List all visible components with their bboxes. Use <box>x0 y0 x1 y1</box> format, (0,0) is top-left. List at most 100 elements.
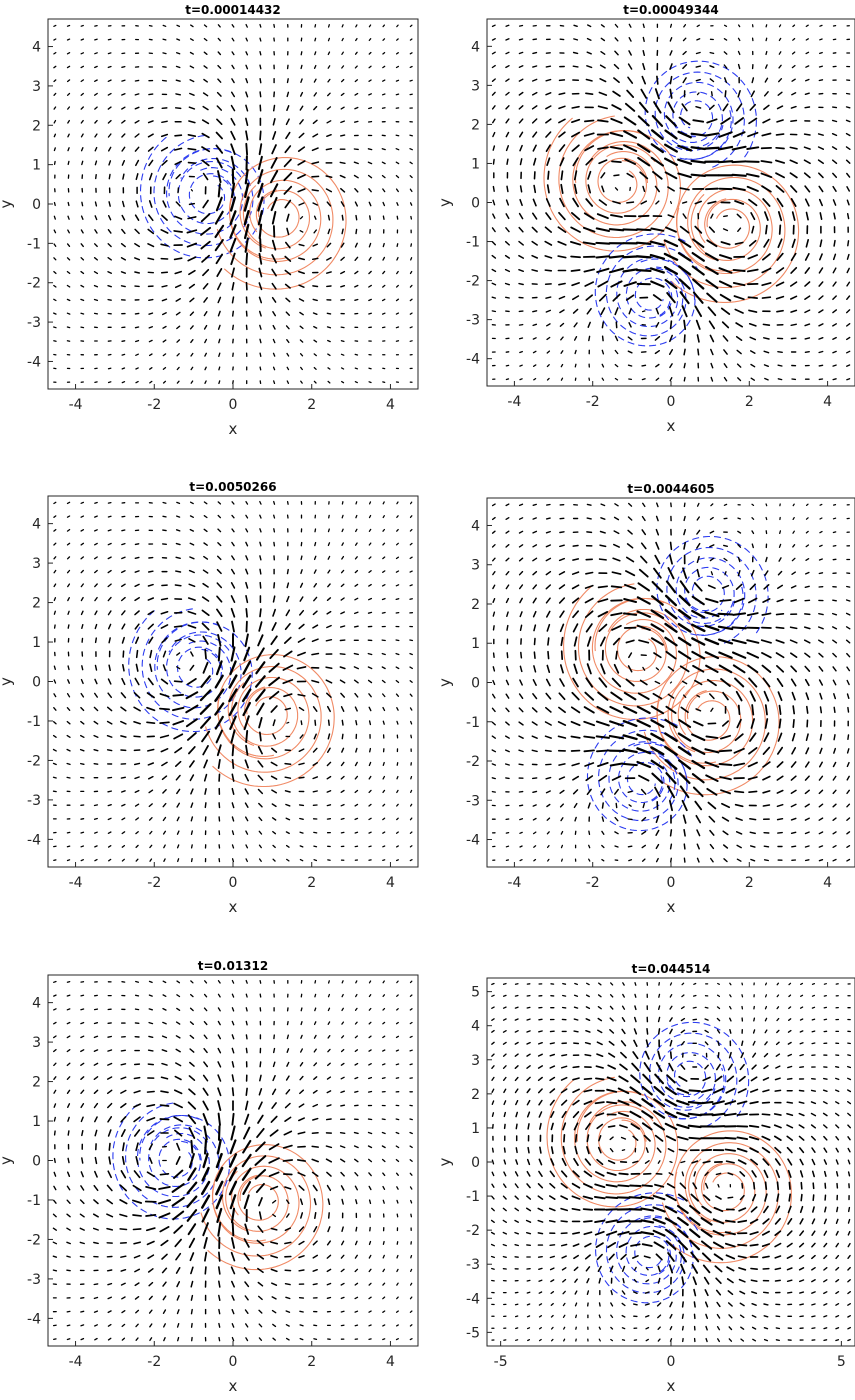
quiver-arrow <box>121 353 126 356</box>
quiver-arrow <box>329 11 330 13</box>
quiver-arrow <box>259 568 262 575</box>
quiver-arrow <box>695 105 702 109</box>
quiver-arrow <box>424 995 426 996</box>
quiver-arrow <box>53 340 57 342</box>
quiver-arrow <box>204 1138 208 1155</box>
quiver-arrow <box>726 1266 735 1272</box>
quiver-arrow <box>833 693 837 700</box>
quiver-arrow <box>160 678 169 685</box>
quiver-arrow <box>424 804 425 806</box>
quiver-arrow <box>199 703 212 715</box>
quiver-arrow <box>539 1146 542 1154</box>
quiver-arrow <box>775 133 785 136</box>
quiver-arrow <box>587 321 591 328</box>
quiver-arrow <box>526 1065 531 1069</box>
quiver-arrow <box>66 1076 71 1080</box>
quiver-arrow <box>666 292 676 304</box>
quiver-arrow <box>776 746 784 755</box>
quiver-arrow <box>300 78 303 83</box>
quiver-arrow <box>704 748 720 754</box>
quiver-arrow <box>325 679 333 684</box>
quiver-arrow <box>491 1053 495 1057</box>
quiver-arrow <box>257 1267 264 1274</box>
quiver-arrow <box>162 380 167 384</box>
quiver-arrow <box>273 23 276 28</box>
quiver-arrow <box>66 776 71 779</box>
quiver-arrow <box>94 529 98 532</box>
quiver-arrow <box>538 1030 543 1033</box>
quiver-arrow <box>94 501 98 504</box>
quiver-arrow <box>696 568 700 578</box>
quiver-arrow <box>354 583 359 587</box>
quiver-arrow <box>653 567 662 579</box>
quiver-arrow <box>327 37 331 42</box>
quiver-arrow <box>187 1223 197 1236</box>
quiver-arrow <box>299 105 304 111</box>
quiver-arrow <box>424 1009 426 1010</box>
quiver-arrow <box>159 1118 170 1121</box>
quiver-arrow <box>174 134 183 137</box>
quiver-arrow <box>327 51 331 56</box>
quiver-arrow <box>80 1310 85 1313</box>
quiver-arrow <box>514 1053 519 1057</box>
quiver-arrow <box>425 258 426 260</box>
quiver-arrow <box>601 802 604 809</box>
quiver-arrow <box>752 1040 756 1046</box>
quiver-arrow <box>737 1255 747 1259</box>
quiver-arrow <box>241 688 252 703</box>
quiver-arrow <box>653 1085 665 1096</box>
quiver-arrow <box>231 1222 235 1237</box>
quiver-arrow <box>704 761 720 768</box>
quiver-arrow <box>764 982 768 986</box>
quiver-arrow <box>298 776 305 779</box>
quiver-arrow <box>190 830 193 835</box>
quiver-arrow <box>327 583 331 588</box>
quiver-arrow <box>80 1049 85 1053</box>
quiver-arrow <box>326 256 332 261</box>
quiver-arrow <box>367 174 373 179</box>
quiver-arrow <box>368 1021 372 1025</box>
quiver-arrow <box>382 1240 385 1245</box>
quiver-arrow <box>558 211 566 221</box>
quiver-arrow <box>270 775 278 780</box>
quiver-arrow <box>80 1008 85 1011</box>
quiver-arrow <box>573 1018 579 1021</box>
quiver-arrow <box>560 1195 569 1200</box>
quiver-arrow <box>705 1337 708 1343</box>
quiver-arrow <box>505 777 510 780</box>
quiver-arrow <box>560 1220 568 1223</box>
quiver-arrow <box>368 188 372 193</box>
quiver-arrow <box>231 78 235 84</box>
quiver-arrow <box>588 335 591 342</box>
quiver-arrow <box>531 118 538 124</box>
quiver-arrow <box>313 1076 318 1080</box>
quiver-arrow <box>583 132 595 137</box>
quiver-arrow <box>147 1268 154 1273</box>
quiver-arrow <box>314 980 317 984</box>
quiver-arrow <box>217 980 221 984</box>
quiver-arrow <box>697 348 700 356</box>
quiver-arrow <box>805 24 809 28</box>
quiver-arrow <box>409 693 413 697</box>
quiver-arrow <box>573 1122 579 1131</box>
quiver-arrow <box>777 971 778 972</box>
quiver-arrow <box>641 1110 654 1119</box>
quiver-arrow <box>846 309 851 314</box>
quiver-arrow <box>669 982 673 986</box>
quiver-arrow <box>790 831 797 835</box>
quiver-arrow <box>595 1077 605 1081</box>
quiver-arrow <box>162 650 167 658</box>
quiver-arrow <box>749 1088 759 1093</box>
quiver-arrow <box>689 1228 701 1239</box>
quiver-arrow <box>172 693 185 697</box>
quiver-arrow <box>272 310 277 317</box>
quiver-arrow <box>382 215 385 220</box>
quiver-arrow <box>424 1325 426 1326</box>
quiver-arrow <box>282 1144 293 1149</box>
quiver-arrow <box>354 1049 359 1053</box>
quiver-arrow <box>259 500 262 505</box>
quiver-arrow <box>108 173 111 180</box>
quiver-arrow <box>149 367 153 370</box>
quiver-arrow <box>642 62 646 71</box>
quiver-arrow <box>573 183 578 195</box>
